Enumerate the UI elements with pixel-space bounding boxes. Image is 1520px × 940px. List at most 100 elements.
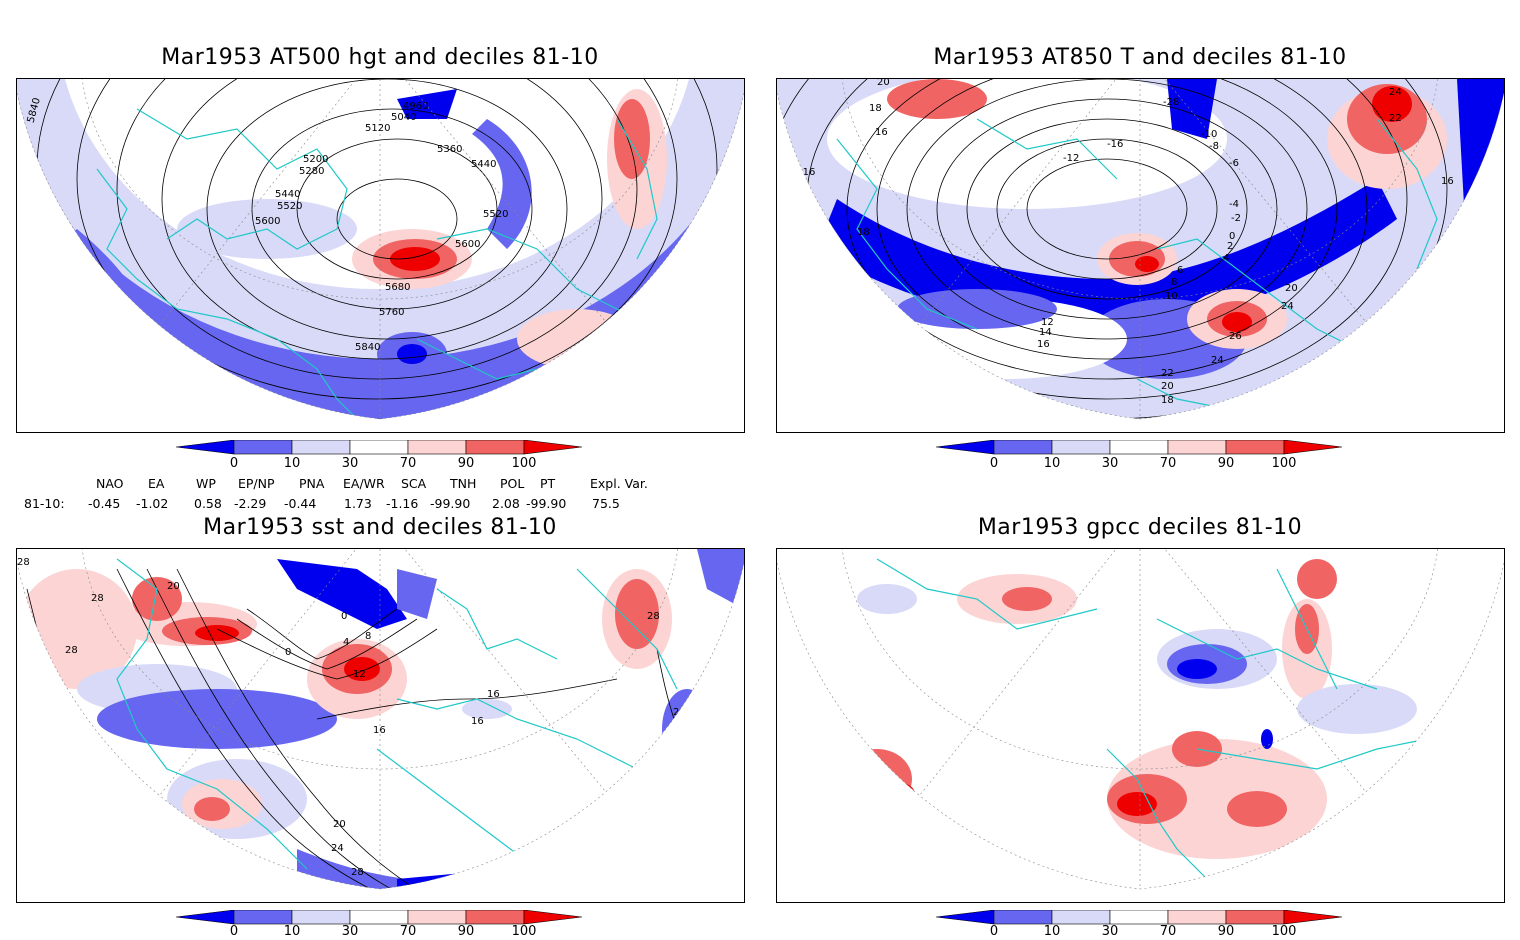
colorbar-arrow-low <box>935 439 995 455</box>
colorbar-segment <box>993 439 1053 455</box>
contour-label: 14 <box>1039 327 1052 338</box>
contour-label: 28 <box>65 645 78 656</box>
contour-label: 22 <box>1389 113 1402 124</box>
colorbar-tick: 0 <box>229 456 239 471</box>
contour-label: -4 <box>1229 199 1239 210</box>
contour-label: 0 <box>285 647 291 658</box>
colorbar-svg <box>935 909 1343 925</box>
contour-label: 16 <box>1037 339 1050 350</box>
colorbar-segment <box>349 439 409 455</box>
colorbar-hgt500: 0 10 30 70 90 100 <box>175 439 586 476</box>
panel-title-sst: Mar1953 sst and deciles 81-10 <box>203 515 557 540</box>
contour-label: 20 <box>1373 325 1386 336</box>
contour-label: 18 <box>857 227 870 238</box>
colorbar-arrow-high <box>523 439 583 455</box>
contour-label: 18 <box>1161 395 1174 406</box>
colorbar-segment <box>465 439 525 455</box>
contour-label: 16 <box>487 689 500 700</box>
index-row-label: 81-10: <box>24 496 65 511</box>
contour-label: 18 <box>869 103 882 114</box>
index-value: -99.90 <box>526 496 567 511</box>
index-value: -99.90 <box>430 496 471 511</box>
contour-label: 28 <box>17 557 30 568</box>
index-header: PNA <box>299 476 325 491</box>
colorbar-tick: 70 <box>1159 924 1177 939</box>
contour-label: 12 <box>1041 317 1054 328</box>
colorbar-segment <box>1109 439 1169 455</box>
colorbar-tick: 30 <box>341 456 359 471</box>
colorbar-segment <box>233 909 293 925</box>
colorbar-segment <box>291 909 351 925</box>
contour-label: 5200 <box>303 154 328 165</box>
map-hgt500: 4960 5040 5120 5200 5280 5360 5440 5440 … <box>17 79 744 420</box>
colorbar-tick: 30 <box>341 924 359 939</box>
contour-label: 5520 <box>483 209 508 220</box>
contour-label: 5440 <box>471 159 496 170</box>
colorbar-tick: 10 <box>1043 456 1061 471</box>
contour-label: 5600 <box>455 239 480 250</box>
colorbar-tick: 30 <box>1101 456 1119 471</box>
colorbar-tick: 0 <box>989 456 999 471</box>
colorbar-tick: 70 <box>399 456 417 471</box>
colorbar-segment <box>1225 909 1285 925</box>
colorbar-tick: 0 <box>989 924 999 939</box>
colorbar-tick: 100 <box>1271 456 1297 471</box>
contour-label: 5760 <box>379 307 404 318</box>
colorbar-tick: 100 <box>511 924 537 939</box>
contour-label: 4 <box>1223 253 1229 264</box>
colorbar-segment <box>291 439 351 455</box>
panel-title-t850: Mar1953 AT850 T and deciles 81-10 <box>933 45 1347 70</box>
contour-label: 28 <box>485 875 498 886</box>
contour-label: 26 <box>1229 331 1242 342</box>
colorbar-segment <box>993 909 1053 925</box>
contour-label: -2 <box>1231 213 1241 224</box>
map-gpcc <box>777 549 1504 890</box>
colorbar-segment <box>407 909 467 925</box>
contour-label: -16 <box>1107 139 1123 150</box>
index-header: NAO <box>96 476 124 491</box>
colorbar-segment <box>1167 909 1227 925</box>
index-value: 0.58 <box>194 496 222 511</box>
map-panel-gpcc[interactable] <box>776 548 1505 903</box>
index-header: EP/NP <box>238 476 275 491</box>
index-value: -0.44 <box>284 496 317 511</box>
map-panel-hgt500[interactable]: 4960 5040 5120 5200 5280 5360 5440 5440 … <box>16 78 745 433</box>
colorbar-arrow-high <box>523 909 583 925</box>
contour-label: 5600 <box>255 216 280 227</box>
colorbar-tick: 10 <box>283 924 301 939</box>
colorbar-tick: 10 <box>283 456 301 471</box>
contour-label: -12 <box>1063 153 1079 164</box>
index-value: 75.5 <box>592 496 620 511</box>
colorbar-svg <box>935 439 1343 455</box>
contour-label: 20 <box>877 79 890 88</box>
colorbar-tick: 70 <box>1159 456 1177 471</box>
index-value: 2.08 <box>492 496 520 511</box>
contour-label: 5280 <box>299 166 324 177</box>
contour-label: 24 <box>1281 301 1294 312</box>
map-panel-t850[interactable]: 20 18 16 -16 18 -28 -10 -8 -6 -12 -16 -4… <box>776 78 1505 433</box>
colorbar-segment <box>465 909 525 925</box>
contour-label: 10 <box>1165 291 1178 302</box>
colorbar-tick: 100 <box>1271 924 1297 939</box>
colorbar-arrow-high <box>1283 439 1343 455</box>
contour-label: 28 <box>647 611 660 622</box>
colorbar-segment <box>407 439 467 455</box>
contour-label: 5120 <box>365 123 390 134</box>
index-header: WP <box>196 476 216 491</box>
index-header: EA/WR <box>343 476 385 491</box>
contour-label: -16 <box>799 167 815 178</box>
contour-label: 24 <box>1211 355 1224 366</box>
map-panel-sst[interactable]: 28 20 28 28 0 4 8 0 12 16 16 20 24 28 28… <box>16 548 745 903</box>
contour-label: 20 <box>1285 283 1298 294</box>
contour-label: 5840 <box>355 342 380 353</box>
contour-label: 16 <box>1441 176 1454 187</box>
contour-label: 20 <box>333 819 346 830</box>
index-header: POL <box>500 476 525 491</box>
colorbar-tick: 0 <box>229 924 239 939</box>
contour-label: 6 <box>1177 265 1183 276</box>
map-sst: 28 20 28 28 0 4 8 0 12 16 16 20 24 28 28… <box>17 549 744 890</box>
colorbar-arrow-low <box>175 909 235 925</box>
colorbar-tick: 10 <box>1043 924 1061 939</box>
contour-label: 20 <box>167 581 180 592</box>
colorbar-tick: 90 <box>1217 924 1235 939</box>
